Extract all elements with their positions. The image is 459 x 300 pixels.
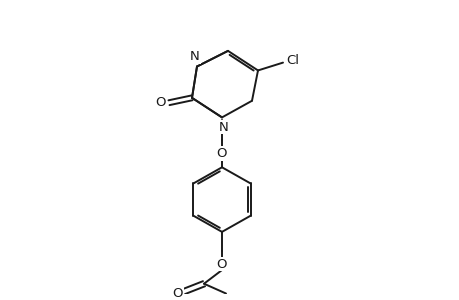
Text: N: N	[218, 121, 229, 134]
Text: N: N	[190, 50, 200, 63]
Text: O: O	[216, 147, 227, 160]
Text: O: O	[173, 287, 183, 300]
Text: Cl: Cl	[286, 54, 299, 67]
Text: O: O	[156, 96, 166, 109]
Text: O: O	[216, 258, 227, 271]
